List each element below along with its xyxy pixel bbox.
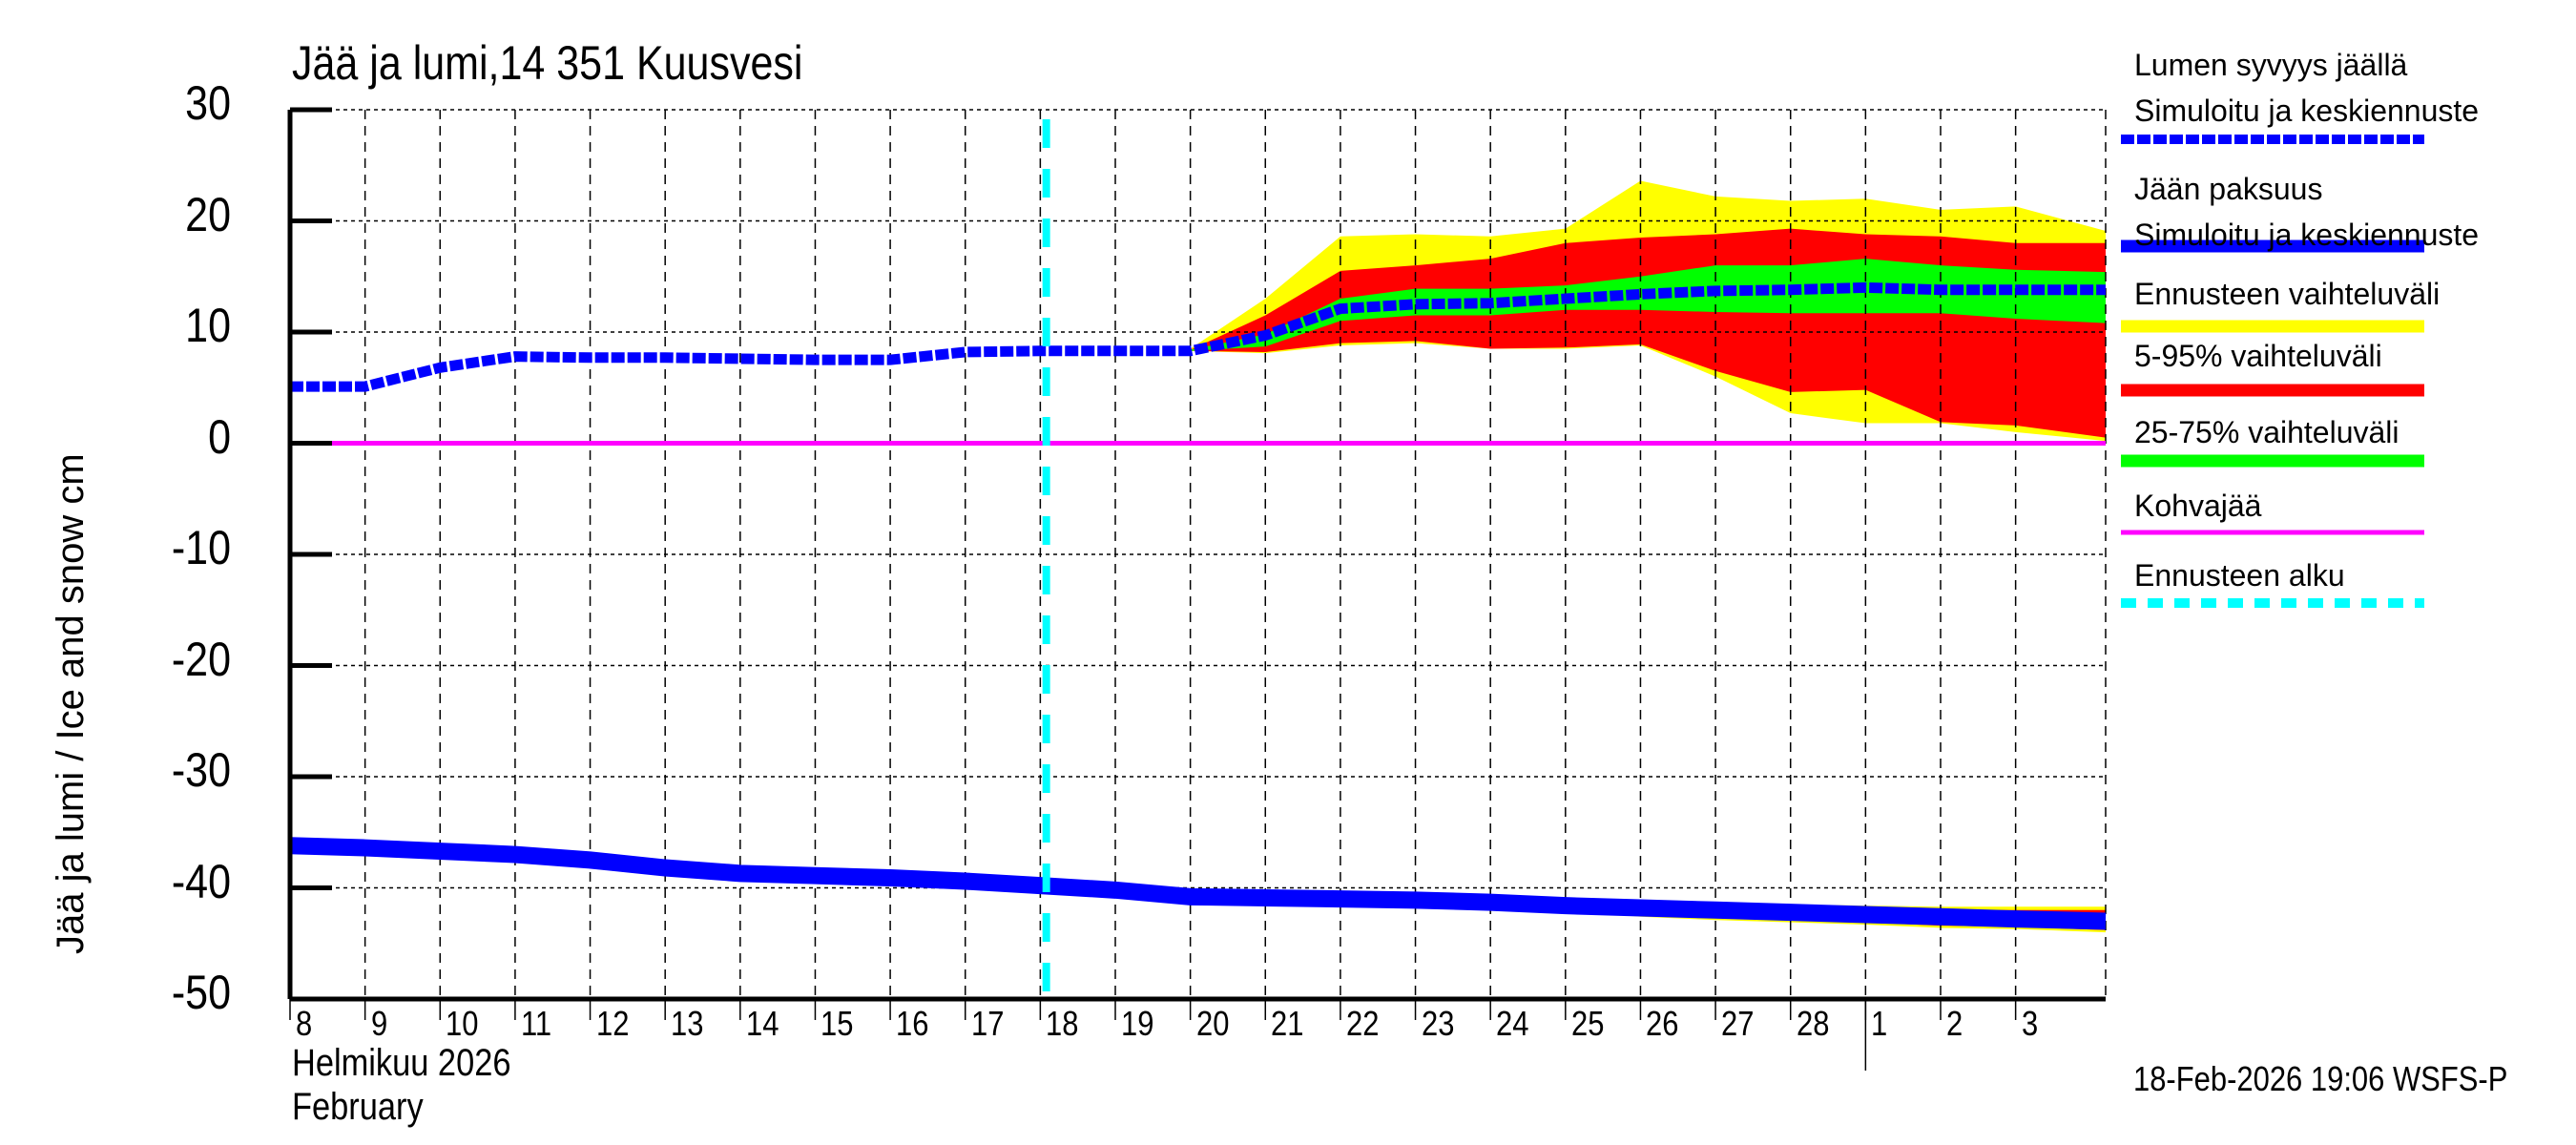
legend-label: 5-95% vaihteluväli bbox=[2134, 339, 2382, 373]
legend-label: Ennusteen vaihteluväli bbox=[2134, 277, 2441, 311]
y-axis-label: Jää ja lumi / Ice and snow cm bbox=[50, 453, 92, 954]
x-tick-label: 22 bbox=[1345, 1004, 1380, 1043]
legend-sublabel: Simuloitu ja keskiennuste bbox=[2134, 218, 2480, 252]
x-tick-label: 25 bbox=[1570, 1004, 1605, 1043]
y-tick-label: 30 bbox=[185, 76, 231, 130]
x-tick-label: 14 bbox=[745, 1004, 779, 1043]
x-tick-label: 2 bbox=[1946, 1004, 1963, 1043]
y-tick-label: 10 bbox=[185, 299, 231, 352]
grid-lines bbox=[290, 109, 2107, 999]
series-lines bbox=[289, 119, 2107, 999]
x-tick-label: 23 bbox=[1421, 1004, 1454, 1043]
x-tick-label: 27 bbox=[1721, 1004, 1755, 1043]
legend-label: Jään paksuus bbox=[2134, 172, 2323, 206]
legend-label: Kohvajää bbox=[2134, 489, 2262, 523]
month-label-en: February bbox=[292, 1086, 424, 1128]
x-tick-label: 3 bbox=[2021, 1004, 2038, 1043]
legend-label: Lumen syvyys jäällä bbox=[2134, 48, 2408, 82]
x-tick-label: 26 bbox=[1646, 1004, 1679, 1043]
ice-thickness-line bbox=[289, 837, 2107, 930]
x-tick-label: 10 bbox=[446, 1004, 479, 1043]
legend-label: Ennusteen alku bbox=[2134, 558, 2345, 593]
x-tick-label: 18 bbox=[1046, 1004, 1079, 1043]
legend-sublabel: Simuloitu ja keskiennuste bbox=[2134, 94, 2480, 128]
y-tick-label: 0 bbox=[208, 409, 231, 464]
month-label-fi: Helmikuu 2026 bbox=[292, 1042, 511, 1084]
x-tick-label: 21 bbox=[1271, 1004, 1304, 1043]
y-tick-label: -50 bbox=[171, 966, 231, 1019]
x-tick-label: 1 bbox=[1871, 1004, 1888, 1043]
x-tick-label: 16 bbox=[896, 1004, 929, 1043]
y-tick-label: -20 bbox=[171, 632, 231, 686]
y-tick-label: -30 bbox=[171, 743, 231, 797]
snow-depth-line bbox=[290, 281, 2106, 392]
x-tick-label: 19 bbox=[1121, 1004, 1154, 1043]
x-tick-label: 28 bbox=[1796, 1004, 1830, 1043]
x-tick-label: 24 bbox=[1496, 1004, 1529, 1043]
x-tick-label: 8 bbox=[296, 1004, 313, 1043]
band-25-75 bbox=[1190, 259, 2106, 351]
y-tick-label: -10 bbox=[171, 521, 231, 574]
x-tick-label: 9 bbox=[370, 1004, 387, 1043]
y-tick-label: 20 bbox=[185, 187, 231, 241]
chart-title: Jää ja lumi,14 351 Kuusvesi bbox=[292, 36, 803, 90]
x-tick-label: 17 bbox=[970, 1004, 1005, 1043]
legend-label: 25-75% vaihteluväli bbox=[2134, 415, 2399, 449]
x-tick-label: 20 bbox=[1195, 1004, 1230, 1043]
x-tick-label: 11 bbox=[520, 1004, 552, 1043]
x-tick-label: 13 bbox=[671, 1004, 704, 1043]
y-tick-label: -40 bbox=[171, 854, 231, 908]
axes bbox=[287, 107, 2106, 1071]
x-tick-label: 12 bbox=[595, 1004, 629, 1043]
x-tick-label: 15 bbox=[821, 1004, 854, 1043]
legend-swatches bbox=[2121, 135, 2424, 608]
timestamp: 18-Feb-2026 19:06 WSFS-P bbox=[2133, 1059, 2508, 1098]
